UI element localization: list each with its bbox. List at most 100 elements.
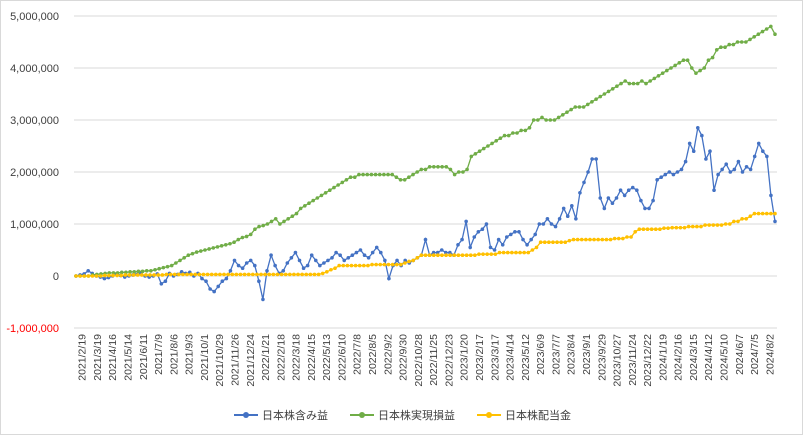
data-point xyxy=(744,165,749,169)
data-point xyxy=(703,223,707,227)
data-point xyxy=(695,126,700,130)
data-point xyxy=(752,35,756,39)
data-point xyxy=(496,237,501,242)
data-point xyxy=(350,253,355,257)
legend-label-realized: 日本株実現損益 xyxy=(378,410,455,422)
data-point xyxy=(357,172,361,177)
data-point xyxy=(386,172,390,177)
data-point xyxy=(373,172,378,177)
y-axis: 5,000,000 4,000,000 3,000,000 2,000,000 1,00… xyxy=(6,11,59,335)
x-tick-label: 2022/9/2 xyxy=(382,334,394,375)
data-point xyxy=(556,115,561,120)
data-point xyxy=(504,235,509,239)
data-point xyxy=(315,196,320,200)
data-point xyxy=(178,258,182,263)
data-point xyxy=(719,45,723,49)
data-point xyxy=(699,224,703,229)
data-point xyxy=(640,79,644,83)
data-point xyxy=(493,252,498,256)
data-point xyxy=(521,237,525,242)
data-point xyxy=(193,272,198,277)
data-point xyxy=(727,222,732,226)
data-point xyxy=(316,272,321,277)
data-point xyxy=(215,245,220,249)
data-point xyxy=(619,81,623,86)
data-point xyxy=(663,172,668,177)
data-point xyxy=(308,272,313,277)
gridlines xyxy=(74,15,777,329)
data-point xyxy=(577,105,582,109)
data-point xyxy=(246,272,251,277)
data-point xyxy=(361,172,365,177)
data-point xyxy=(208,287,212,291)
data-point xyxy=(176,272,181,277)
data-point xyxy=(395,258,399,263)
data-point xyxy=(579,237,584,242)
data-point xyxy=(552,118,557,122)
y-tick-label: 5,000,000 xyxy=(10,11,59,23)
data-point xyxy=(756,211,761,216)
data-point xyxy=(253,227,257,231)
data-point xyxy=(530,248,535,252)
data-point xyxy=(643,206,647,211)
data-point xyxy=(489,252,494,256)
data-point xyxy=(325,270,329,274)
data-point xyxy=(378,250,383,255)
data-point xyxy=(533,232,538,237)
data-point xyxy=(382,262,387,267)
data-point xyxy=(269,253,273,257)
data-point xyxy=(477,252,481,256)
data-point xyxy=(670,225,675,230)
data-point xyxy=(522,250,526,255)
data-point xyxy=(251,272,255,277)
data-point xyxy=(498,136,503,140)
data-point xyxy=(472,235,477,239)
data-point xyxy=(444,165,449,169)
data-point xyxy=(561,113,565,117)
data-point xyxy=(342,258,347,263)
data-point xyxy=(136,269,141,274)
data-point xyxy=(547,240,551,244)
data-point xyxy=(168,272,173,277)
data-point xyxy=(448,253,452,257)
data-point xyxy=(307,201,311,205)
data-point xyxy=(303,204,307,208)
x-tick-label: 2024/1/19 xyxy=(657,334,669,381)
data-point xyxy=(411,258,415,263)
data-point xyxy=(485,252,489,256)
data-point xyxy=(86,274,91,278)
data-point xyxy=(488,245,493,250)
data-point xyxy=(633,230,637,234)
data-point xyxy=(234,272,239,277)
data-point xyxy=(460,253,465,257)
legend: 日本株含み益 日本株実現損益 日本株配当金 xyxy=(1,405,803,425)
data-point xyxy=(378,262,383,267)
data-point xyxy=(257,224,261,229)
data-point xyxy=(244,261,249,265)
data-point xyxy=(265,269,269,273)
data-point xyxy=(440,253,444,257)
data-point xyxy=(678,225,683,230)
data-point xyxy=(588,237,592,242)
data-point xyxy=(259,272,263,277)
data-point xyxy=(694,71,698,75)
data-point xyxy=(574,217,578,221)
data-point xyxy=(649,227,654,231)
data-point xyxy=(610,201,615,205)
data-point xyxy=(220,279,225,284)
data-point xyxy=(575,237,580,242)
data-point xyxy=(704,157,708,161)
data-point xyxy=(635,81,640,86)
data-point xyxy=(163,279,168,284)
data-point xyxy=(656,74,661,78)
data-point xyxy=(658,227,662,231)
data-point xyxy=(423,167,428,172)
data-point xyxy=(712,188,716,192)
data-point xyxy=(563,240,568,244)
data-point xyxy=(102,273,107,278)
x-tick-label: 2021/2/19 xyxy=(77,334,89,381)
data-point xyxy=(194,250,199,254)
data-point xyxy=(127,273,132,277)
legend-swatch-realized xyxy=(350,410,374,420)
